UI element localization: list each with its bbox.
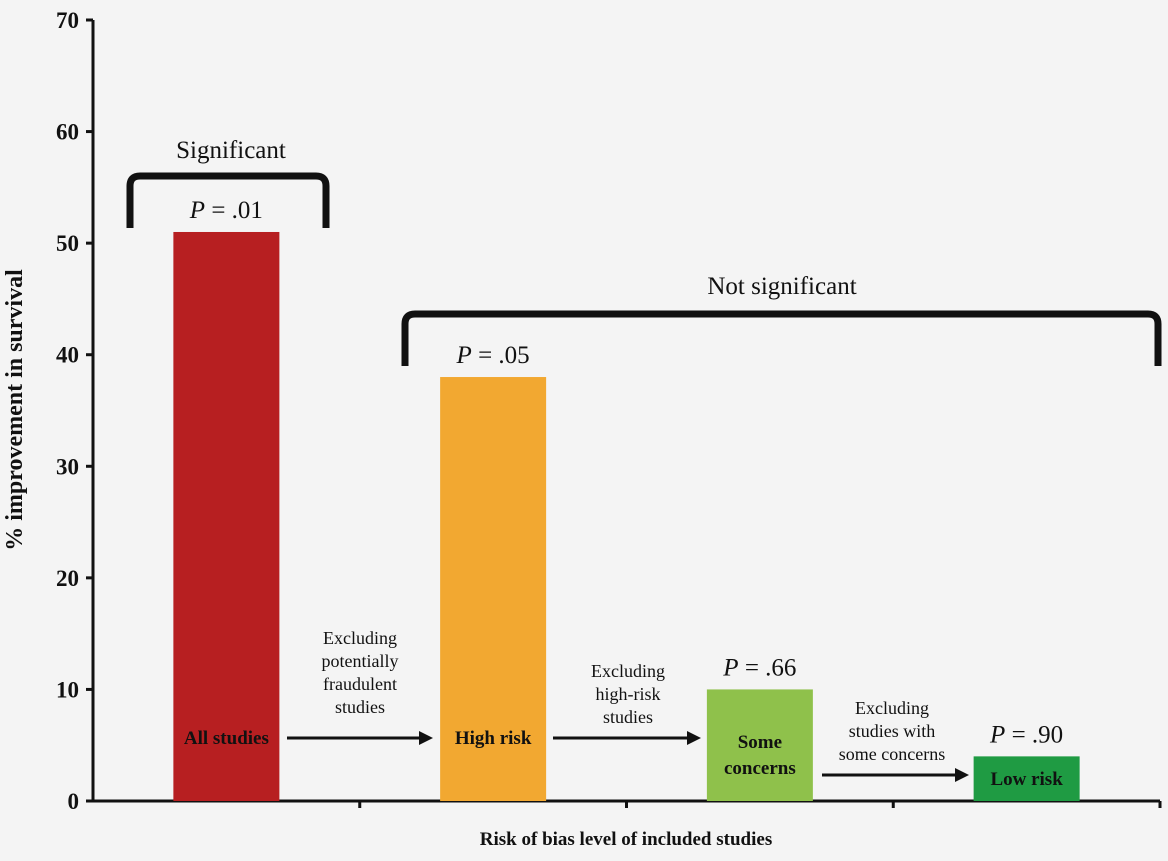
category-label: concerns — [724, 758, 796, 779]
significance-bracket — [401, 310, 1162, 366]
bracket-label: Significant — [176, 137, 286, 164]
y-tick-label: 60 — [56, 120, 79, 145]
bar — [440, 377, 547, 801]
y-tick-label: 50 — [56, 231, 79, 256]
x-axis-label: Risk of bias level of included studies — [480, 829, 772, 850]
bar — [706, 689, 813, 801]
arrow-head — [419, 731, 433, 745]
bar — [973, 756, 1080, 801]
p-value-label: P = .01 — [189, 197, 263, 224]
arrow-head — [955, 768, 969, 782]
transition-note: Excluding — [591, 661, 665, 681]
p-value-label: P = .05 — [456, 342, 530, 369]
transition-note: potentially — [322, 651, 399, 671]
transition-note: studies — [603, 707, 653, 727]
annotations: P = .01 All studies P = .05 High risk P = .6… — [126, 137, 1162, 790]
y-tick-label: 10 — [56, 677, 79, 702]
bars — [173, 231, 1080, 801]
y-tick-label: 20 — [56, 566, 79, 591]
transition-note: fraudulent — [323, 674, 397, 694]
bracket-label: Not significant — [707, 273, 856, 300]
y-tick-label: 70 — [56, 8, 79, 33]
significance-bracket — [126, 172, 330, 228]
bar — [173, 231, 280, 801]
transition-note: studies — [335, 697, 385, 717]
p-value-label: P = .66 — [722, 654, 796, 681]
transition-note: Excluding — [855, 698, 929, 718]
y-axis-label: % improvement in survival — [2, 269, 28, 551]
category-label: Some — [738, 732, 782, 753]
category-label: Low risk — [990, 769, 1063, 790]
y-tick-label: 40 — [56, 343, 79, 368]
transition-note: high-risk — [596, 684, 661, 704]
y-tick-label: 0 — [68, 789, 80, 814]
category-label: High risk — [455, 728, 532, 749]
y-tick-label: 30 — [56, 454, 79, 479]
transition-note: some concerns — [839, 744, 945, 764]
transition-note: Excluding — [323, 628, 397, 648]
p-value-label: P = .90 — [989, 721, 1063, 748]
arrow-head — [687, 731, 701, 745]
transition-note: studies with — [849, 721, 936, 741]
category-label: All studies — [184, 728, 269, 749]
